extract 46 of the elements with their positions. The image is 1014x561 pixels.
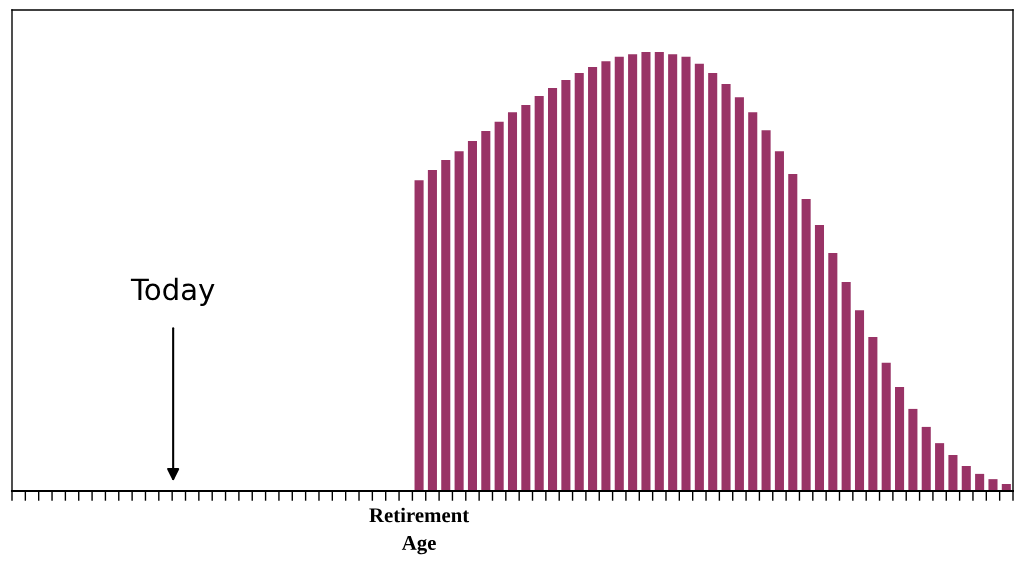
bar	[601, 61, 611, 491]
bar	[748, 112, 758, 491]
bar	[427, 170, 437, 491]
bar	[574, 73, 584, 491]
bar	[908, 408, 918, 491]
bar	[721, 84, 731, 491]
bar	[641, 52, 651, 491]
bar	[668, 54, 678, 491]
bar	[801, 199, 811, 491]
bar	[454, 151, 464, 491]
x-tick-label: Retirement Age	[369, 507, 470, 555]
bar	[414, 180, 424, 491]
bar	[988, 479, 998, 491]
text: Today	[130, 277, 215, 306]
bar	[854, 310, 865, 491]
bar	[828, 253, 838, 491]
bar	[774, 151, 784, 491]
bar	[507, 112, 518, 491]
bar	[788, 174, 798, 491]
bar	[614, 56, 624, 491]
bar	[935, 443, 945, 491]
bar	[467, 141, 477, 491]
bar	[548, 88, 558, 491]
bar	[814, 224, 825, 491]
bar	[588, 66, 598, 491]
bar	[881, 362, 891, 491]
bar	[481, 131, 491, 491]
bar	[654, 52, 664, 491]
bar	[868, 336, 878, 491]
bar	[694, 63, 704, 491]
bar	[895, 386, 905, 491]
bar	[975, 473, 985, 491]
bar	[761, 130, 771, 491]
bar	[521, 105, 531, 491]
bar	[441, 159, 451, 491]
bar	[921, 426, 931, 491]
bar	[681, 56, 691, 491]
bar	[961, 465, 971, 491]
bar	[708, 73, 718, 491]
bar	[494, 121, 504, 491]
bar	[561, 80, 571, 491]
bar	[534, 95, 544, 491]
bar	[948, 455, 958, 491]
bar	[628, 54, 638, 491]
bar	[734, 97, 744, 491]
bar	[841, 282, 851, 491]
